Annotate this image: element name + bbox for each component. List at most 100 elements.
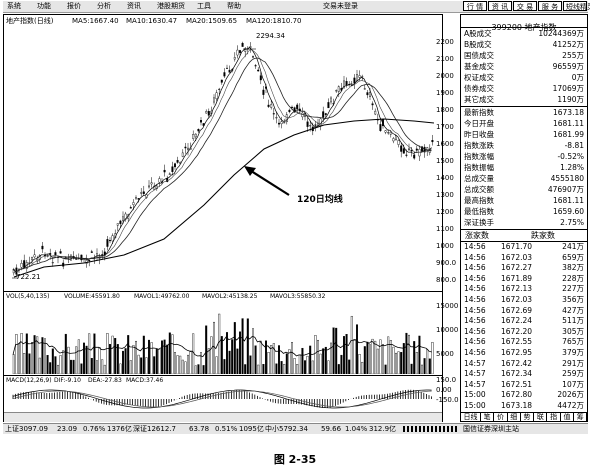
up-down-row: 涨家数 跌家数 <box>461 229 587 242</box>
volume-bar <box>421 364 424 374</box>
volume-bar <box>205 325 208 374</box>
quote-tab-4[interactable]: 联 <box>534 413 548 422</box>
volume-bar <box>285 353 288 374</box>
tick-price: 1672.20 <box>501 326 533 336</box>
tick-price: 1672.03 <box>501 295 533 304</box>
volume-bar <box>12 354 15 374</box>
menu-item-5[interactable]: 港股期货 <box>157 2 185 10</box>
candle-body <box>137 198 140 200</box>
top-button-0[interactable]: 行 情 <box>463 1 487 11</box>
price-axis: 2200 2100 2000 1900 1800 1700 1600 1500 … <box>433 26 459 288</box>
volume-bar <box>272 343 275 374</box>
candle-body <box>119 220 122 224</box>
quote-tab-3[interactable]: 势 <box>521 413 535 422</box>
candle-body <box>158 178 161 183</box>
tick-volume: 427万 <box>562 305 584 315</box>
market-volume-row: 债券成交 17069万 <box>461 83 587 94</box>
candle-body <box>366 92 369 96</box>
price-chart[interactable] <box>4 27 434 289</box>
candle-body <box>327 102 330 109</box>
menu-item-1[interactable]: 功能 <box>37 2 51 10</box>
volume-bar <box>163 339 166 374</box>
volume-bar <box>408 334 411 374</box>
volume-bar <box>413 341 416 374</box>
index-stat-row: 最低指数 1659.60 <box>461 206 587 217</box>
volume-bar <box>400 352 403 374</box>
quote-tab-7[interactable]: 筹 <box>574 413 588 422</box>
menu-item-6[interactable]: 工具 <box>197 2 211 10</box>
tab-daily[interactable]: 日线 <box>461 413 481 422</box>
candle-body <box>285 114 288 123</box>
candle-body <box>108 240 111 242</box>
tick-row: 14:56 1672.03 356万 <box>461 294 587 305</box>
volume-bar <box>259 340 262 374</box>
quote-tab-0[interactable]: 笔 <box>481 413 495 422</box>
candle-body <box>207 111 210 116</box>
ma120-arrowhead <box>244 166 256 176</box>
vol-mavol2-label: MAVOL2:45138.25 <box>202 293 258 300</box>
tick-price: 1672.55 <box>501 337 533 347</box>
sme-change-pct: 1.04% <box>345 425 368 433</box>
candle-body <box>121 216 124 221</box>
top-button-2[interactable]: 交 易 <box>513 1 537 11</box>
menu-item-3[interactable]: 分析 <box>97 2 111 10</box>
menu-item-4[interactable]: 资讯 <box>127 2 141 10</box>
quote-tab-1[interactable]: 价 <box>494 413 508 422</box>
index-stat-label: 最高指数 <box>464 196 494 205</box>
volume-bar <box>220 336 223 374</box>
volume-bar <box>389 340 392 374</box>
tick-volume: 659万 <box>562 252 584 262</box>
menu-item-2[interactable]: 报价 <box>67 2 81 10</box>
quote-tab-5[interactable]: 指 <box>548 413 561 422</box>
chart-scrollbar[interactable] <box>4 412 442 422</box>
candle-body <box>384 130 387 133</box>
candle-body <box>31 257 34 260</box>
quote-tab-2[interactable]: 细 <box>508 413 521 422</box>
login-status[interactable]: 交易未登录 <box>323 2 358 10</box>
chart-header: 地产指数(日线) MA5:1667.40 MA10:1630.47 MA20:1… <box>6 17 436 26</box>
market-volume-row: B股成交 41252万 <box>461 39 587 50</box>
volume-bar <box>249 355 252 374</box>
macd-chart[interactable] <box>4 386 434 412</box>
candle-body <box>41 245 44 250</box>
candle-body <box>345 81 348 86</box>
candle-body <box>163 169 166 173</box>
up-count-label: 涨家数 <box>465 231 489 240</box>
volume-bar <box>51 348 54 374</box>
candle-body <box>397 140 400 145</box>
volume-bar <box>350 315 353 374</box>
candle-body <box>197 128 200 132</box>
quote-tab-6[interactable]: 值 <box>561 413 575 422</box>
candle-body <box>358 75 361 78</box>
top-button-3[interactable]: 服 务 <box>538 1 562 11</box>
volume-bar <box>311 360 314 374</box>
tick-time: 14:56 <box>464 284 486 294</box>
candle-body <box>215 92 218 100</box>
candle-body <box>171 166 174 172</box>
menu-item-0[interactable]: 系统 <box>7 2 21 10</box>
volume-bar <box>376 348 379 374</box>
candle-body <box>51 262 54 264</box>
candle-body <box>150 182 153 185</box>
macd-tick-150: 150.0 <box>436 376 457 384</box>
volume-bar <box>345 334 348 374</box>
volume-bar <box>49 362 52 374</box>
ma120-line <box>13 118 434 278</box>
volume-chart[interactable] <box>4 302 434 374</box>
ma10-line <box>12 49 432 273</box>
price-tick-1500: 1500 <box>436 157 454 165</box>
top-button-4[interactable]: 短线精灵 <box>563 1 590 11</box>
tick-time: 14:56 <box>464 305 486 315</box>
tick-volume: 291万 <box>562 358 584 368</box>
volume-bar <box>236 348 239 374</box>
tick-volume: 765万 <box>562 337 584 347</box>
candle-body <box>20 263 23 268</box>
menu-item-7[interactable]: 帮助 <box>227 2 241 10</box>
chart-area: 地产指数(日线) MA5:1667.40 MA10:1630.47 MA20:1… <box>3 14 443 422</box>
volume-bar <box>106 333 109 374</box>
volume-bar <box>322 348 325 374</box>
volume-bar <box>155 349 158 374</box>
candle-body <box>337 86 340 92</box>
top-button-1[interactable]: 资 讯 <box>488 1 512 11</box>
volume-bar <box>23 353 26 374</box>
